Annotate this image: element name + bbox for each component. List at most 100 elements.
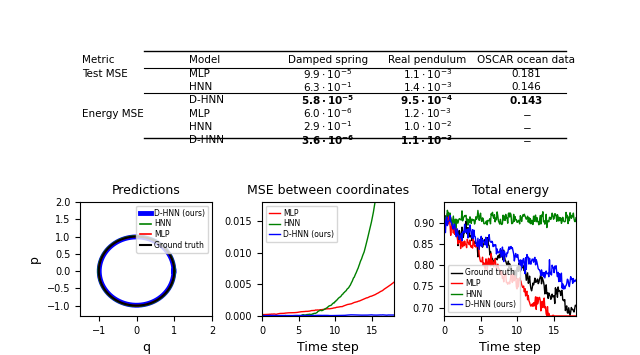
Line: HNN: HNN (98, 236, 175, 306)
X-axis label: Time step: Time step (479, 341, 541, 354)
Y-axis label: p: p (28, 255, 41, 263)
HNN (562, 210, 570, 214)
D-HNN (ours) (97, 278, 104, 282)
MLP (449, 226, 456, 230)
Line: MLP: MLP (262, 282, 394, 315)
Ground truth (132, 304, 140, 308)
MLP (258, 312, 266, 317)
Ground truth (97, 278, 104, 283)
Line: HNN: HNN (444, 210, 576, 228)
MLP (440, 227, 448, 231)
D-HNN (ours) (102, 289, 110, 293)
Ground truth (567, 310, 575, 314)
HNN (567, 213, 575, 217)
MLP (445, 214, 452, 218)
D-HNN (ours) (283, 313, 291, 318)
Ground truth (465, 228, 473, 233)
Line: D-HNN (ours): D-HNN (ours) (99, 237, 174, 305)
D-HNN (ours) (380, 313, 388, 317)
D-HNN (ours) (465, 227, 472, 231)
Ground truth (572, 304, 580, 308)
HNN (171, 273, 179, 278)
HNN (465, 220, 473, 225)
Ground truth (170, 273, 178, 278)
HNN (95, 278, 103, 283)
MLP (260, 312, 268, 317)
D-HNN (ours) (445, 218, 453, 223)
Line: MLP: MLP (99, 236, 174, 306)
Ground truth (102, 289, 109, 293)
Ground truth (150, 300, 157, 304)
D-HNN (ours) (264, 313, 271, 318)
D-HNN (ours) (390, 313, 398, 317)
MLP (150, 300, 157, 304)
HNN (132, 304, 140, 308)
D-HNN (ours) (293, 313, 301, 318)
HNN (440, 218, 448, 222)
D-HNN (ours) (170, 269, 178, 273)
MLP (476, 257, 484, 261)
D-HNN (ours) (566, 279, 574, 283)
MLP (562, 314, 570, 318)
MLP (95, 264, 103, 268)
HNN (150, 300, 157, 305)
Line: HNN: HNN (262, 190, 394, 316)
D-HNN (ours) (266, 313, 274, 317)
Title: Total energy: Total energy (472, 184, 548, 197)
HNN (572, 215, 580, 220)
D-HNN (ours) (440, 212, 448, 217)
MLP (132, 234, 140, 239)
Ground truth (476, 241, 484, 245)
HNN (264, 314, 272, 318)
D-HNN (ours) (149, 300, 157, 304)
X-axis label: Time step: Time step (297, 341, 359, 354)
HNN (476, 214, 484, 219)
HNN (95, 265, 102, 269)
MLP (567, 314, 575, 318)
HNN (284, 314, 291, 318)
D-HNN (ours) (385, 313, 392, 317)
HNN (449, 218, 456, 222)
MLP (170, 269, 178, 273)
HNN (95, 264, 102, 268)
Ground truth (170, 269, 178, 273)
D-HNN (ours) (132, 235, 140, 239)
D-HNN (ours) (330, 313, 337, 318)
HNN (543, 225, 550, 230)
HNN (374, 187, 381, 192)
Ground truth (561, 308, 569, 313)
Legend: Ground truth, MLP, HNN, D-HNN (ours): Ground truth, MLP, HNN, D-HNN (ours) (448, 266, 520, 312)
Title: MSE between coordinates: MSE between coordinates (247, 184, 409, 197)
D-HNN (ours) (258, 313, 266, 318)
MLP (294, 310, 301, 315)
HNN (132, 234, 140, 238)
MLP (384, 284, 392, 289)
HNN (446, 211, 454, 215)
D-HNN (ours) (476, 247, 483, 252)
MLP (267, 312, 275, 316)
Ground truth (566, 314, 574, 318)
Line: MLP: MLP (444, 216, 576, 316)
MLP (465, 242, 473, 247)
HNN (390, 187, 398, 192)
D-HNN (ours) (572, 278, 580, 282)
HNN (444, 208, 451, 212)
D-HNN (ours) (170, 269, 178, 273)
MLP (572, 314, 580, 318)
Legend: D-HNN (ours), HNN, MLP, Ground truth: D-HNN (ours), HNN, MLP, Ground truth (136, 206, 208, 252)
Title: Predictions: Predictions (111, 184, 180, 197)
MLP (95, 265, 103, 269)
HNN (267, 314, 275, 318)
MLP (170, 269, 178, 273)
HNN (171, 269, 179, 273)
MLP (284, 311, 291, 315)
MLP (390, 280, 398, 284)
MLP (97, 278, 104, 283)
MLP (132, 304, 140, 308)
Ground truth (446, 214, 454, 218)
MLP (102, 289, 109, 293)
Ground truth (170, 269, 178, 273)
HNN (385, 187, 392, 192)
HNN (294, 314, 301, 318)
HNN (258, 313, 266, 318)
